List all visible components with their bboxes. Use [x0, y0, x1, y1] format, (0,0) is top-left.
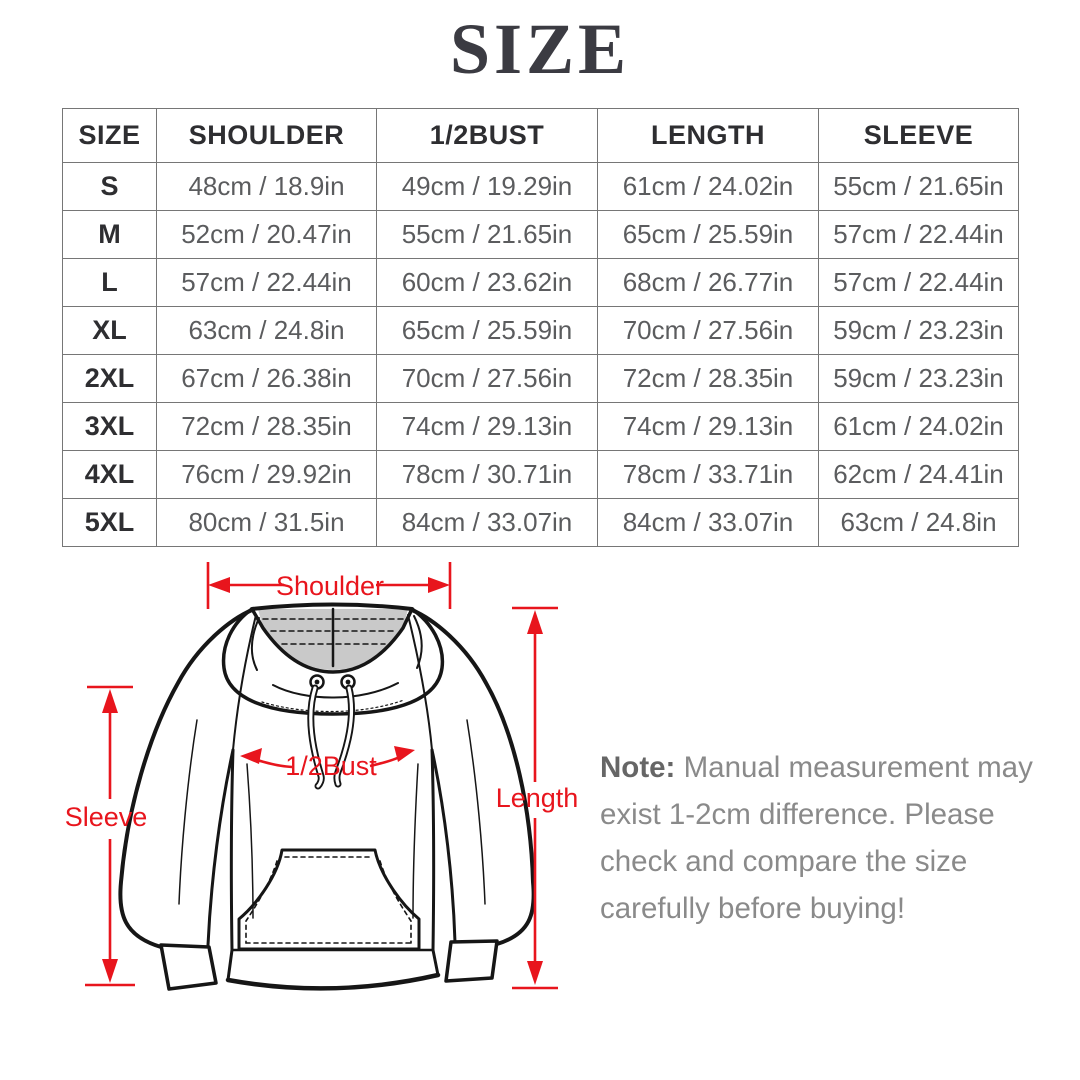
- size-label: 2XL: [62, 354, 157, 403]
- table-row: 4XL 76cm / 29.92in 78cm / 30.71in 78cm /…: [62, 450, 1019, 499]
- sleeve-value: 61cm / 24.02in: [818, 402, 1019, 451]
- sleeve-value: 57cm / 22.44in: [818, 258, 1019, 307]
- length-value: 74cm / 29.13in: [597, 402, 819, 451]
- size-label: 3XL: [62, 402, 157, 451]
- table-row: S 48cm / 18.9in 49cm / 19.29in 61cm / 24…: [62, 162, 1019, 211]
- length-value: 70cm / 27.56in: [597, 306, 819, 355]
- bust-value: 55cm / 21.65in: [376, 210, 598, 259]
- size-table: SIZE SHOULDER 1/2BUST LENGTH SLEEVE S 48…: [62, 108, 1019, 547]
- col-header-bust: 1/2BUST: [376, 108, 598, 163]
- sleeve-value: 63cm / 24.8in: [818, 498, 1019, 547]
- bust-value: 60cm / 23.62in: [376, 258, 598, 307]
- sleeve-value: 55cm / 21.65in: [818, 162, 1019, 211]
- table-row: L 57cm / 22.44in 60cm / 23.62in 68cm / 2…: [62, 258, 1019, 307]
- shoulder-value: 63cm / 24.8in: [156, 306, 377, 355]
- shoulder-value: 72cm / 28.35in: [156, 402, 377, 451]
- sleeve-value: 57cm / 22.44in: [818, 210, 1019, 259]
- measurement-note: Note: Manual measurement may exist 1-2cm…: [600, 744, 1036, 932]
- length-arrow: Length: [496, 606, 579, 990]
- size-label: M: [62, 210, 157, 259]
- shoulder-value: 57cm / 22.44in: [156, 258, 377, 307]
- drawstrings: [307, 684, 355, 790]
- shoulder-value: 76cm / 29.92in: [156, 450, 377, 499]
- sleeve-value: 62cm / 24.41in: [818, 450, 1019, 499]
- table-row: 5XL 80cm / 31.5in 84cm / 33.07in 84cm / …: [62, 498, 1019, 547]
- bust-value: 49cm / 19.29in: [376, 162, 598, 211]
- col-header-size: SIZE: [62, 108, 157, 163]
- shoulder-value: 52cm / 20.47in: [156, 210, 377, 259]
- length-value: 68cm / 26.77in: [597, 258, 819, 307]
- col-header-sleeve: SLEEVE: [818, 108, 1019, 163]
- bust-value: 78cm / 30.71in: [376, 450, 598, 499]
- length-label: Length: [496, 783, 579, 813]
- shoulder-value: 67cm / 26.38in: [156, 354, 377, 403]
- col-header-length: LENGTH: [597, 108, 819, 163]
- bust-value: 84cm / 33.07in: [376, 498, 598, 547]
- size-label: 5XL: [62, 498, 157, 547]
- size-label: S: [62, 162, 157, 211]
- bust-value: 65cm / 25.59in: [376, 306, 598, 355]
- col-header-shoulder: SHOULDER: [156, 108, 377, 163]
- note-text: Manual measurement may exist 1-2cm diffe…: [600, 750, 1033, 925]
- page-title: SIZE: [449, 9, 631, 89]
- length-value: 84cm / 33.07in: [597, 498, 819, 547]
- length-value: 65cm / 25.59in: [597, 210, 819, 259]
- length-value: 61cm / 24.02in: [597, 162, 819, 211]
- shoulder-arrow: Shoulder: [206, 562, 452, 609]
- sleeve-value: 59cm / 23.23in: [818, 354, 1019, 403]
- hoodie-measurement-diagram: Shoulder 1/2Bust Length Sleeve: [65, 562, 579, 991]
- hoodie-illustration: [118, 602, 536, 991]
- sleeve-value: 59cm / 23.23in: [818, 306, 1019, 355]
- table-header-row: SIZE SHOULDER 1/2BUST LENGTH SLEEVE: [62, 108, 1019, 163]
- size-label: XL: [62, 306, 157, 355]
- note-label: Note:: [600, 750, 676, 784]
- size-label: L: [62, 258, 157, 307]
- table-row: XL 63cm / 24.8in 65cm / 25.59in 70cm / 2…: [62, 306, 1019, 355]
- bust-value: 70cm / 27.56in: [376, 354, 598, 403]
- sleeve-arrow: Sleeve: [65, 685, 148, 987]
- shoulder-value: 80cm / 31.5in: [156, 498, 377, 547]
- table-row: M 52cm / 20.47in 55cm / 21.65in 65cm / 2…: [62, 210, 1019, 259]
- length-value: 72cm / 28.35in: [597, 354, 819, 403]
- sleeve-label: Sleeve: [65, 802, 148, 832]
- table-row: 2XL 67cm / 26.38in 70cm / 27.56in 72cm /…: [62, 354, 1019, 403]
- table-row: 3XL 72cm / 28.35in 74cm / 29.13in 74cm /…: [62, 402, 1019, 451]
- bust-arrow: 1/2Bust: [240, 746, 415, 781]
- shoulder-value: 48cm / 18.9in: [156, 162, 377, 211]
- shoulder-label: Shoulder: [276, 571, 384, 601]
- bust-label: 1/2Bust: [285, 751, 377, 781]
- bust-value: 74cm / 29.13in: [376, 402, 598, 451]
- length-value: 78cm / 33.71in: [597, 450, 819, 499]
- size-label: 4XL: [62, 450, 157, 499]
